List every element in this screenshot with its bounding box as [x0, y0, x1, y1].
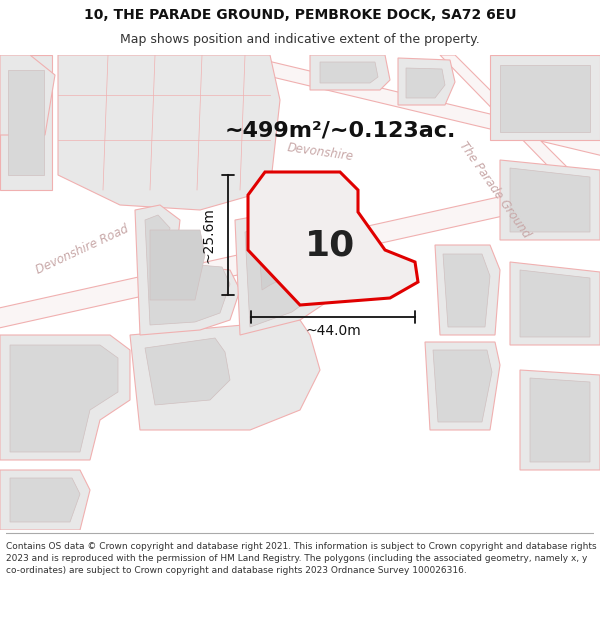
- Polygon shape: [10, 478, 80, 522]
- Polygon shape: [500, 65, 590, 132]
- Polygon shape: [520, 270, 590, 337]
- Polygon shape: [0, 335, 130, 460]
- Polygon shape: [0, 170, 600, 330]
- Text: The Parade Ground: The Parade Ground: [457, 139, 533, 241]
- Polygon shape: [320, 62, 378, 83]
- Polygon shape: [398, 58, 455, 105]
- Text: Map shows position and indicative extent of the property.: Map shows position and indicative extent…: [120, 33, 480, 46]
- Polygon shape: [0, 55, 52, 190]
- Polygon shape: [145, 215, 230, 325]
- Polygon shape: [8, 70, 44, 175]
- Polygon shape: [248, 172, 418, 305]
- Text: Devonshire: Devonshire: [286, 141, 354, 163]
- Polygon shape: [440, 55, 600, 240]
- Text: 10, THE PARADE GROUND, PEMBROKE DOCK, SA72 6EU: 10, THE PARADE GROUND, PEMBROKE DOCK, SA…: [84, 8, 516, 22]
- Polygon shape: [245, 222, 318, 327]
- Polygon shape: [58, 55, 280, 210]
- Polygon shape: [443, 254, 490, 327]
- Text: 10: 10: [305, 228, 355, 262]
- Polygon shape: [135, 205, 240, 335]
- Text: ~44.0m: ~44.0m: [305, 324, 361, 338]
- Polygon shape: [435, 245, 500, 335]
- Polygon shape: [520, 370, 600, 470]
- Polygon shape: [130, 320, 320, 430]
- Polygon shape: [310, 55, 390, 90]
- Polygon shape: [425, 342, 500, 430]
- Polygon shape: [10, 345, 118, 452]
- Text: ~25.6m: ~25.6m: [201, 207, 215, 263]
- Polygon shape: [258, 222, 300, 290]
- Polygon shape: [490, 55, 600, 140]
- Polygon shape: [530, 378, 590, 462]
- Polygon shape: [433, 350, 492, 422]
- Text: Contains OS data © Crown copyright and database right 2021. This information is : Contains OS data © Crown copyright and d…: [6, 542, 596, 575]
- Polygon shape: [500, 160, 600, 240]
- Polygon shape: [510, 168, 590, 232]
- Polygon shape: [0, 55, 55, 135]
- Text: ~499m²/~0.123ac.: ~499m²/~0.123ac.: [224, 120, 455, 140]
- Polygon shape: [406, 68, 445, 98]
- Polygon shape: [262, 185, 355, 250]
- Text: Devonshire Road: Devonshire Road: [34, 222, 130, 278]
- Polygon shape: [510, 262, 600, 345]
- Polygon shape: [180, 40, 600, 160]
- Polygon shape: [150, 230, 205, 300]
- Polygon shape: [235, 210, 330, 335]
- Polygon shape: [145, 338, 230, 405]
- Polygon shape: [0, 470, 90, 530]
